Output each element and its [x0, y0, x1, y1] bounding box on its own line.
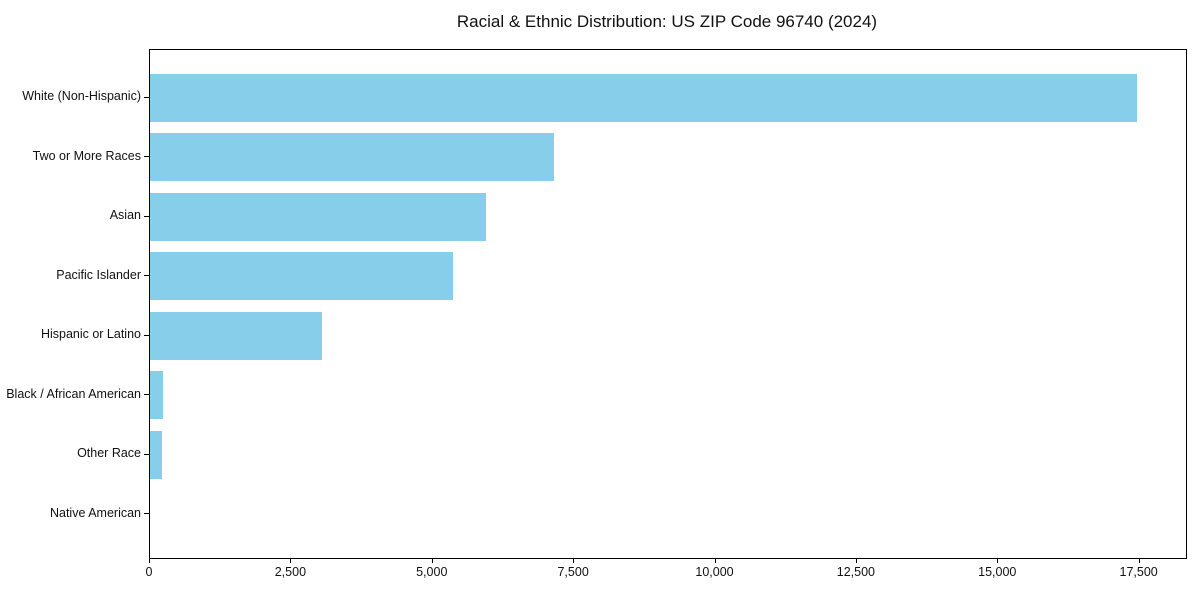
x-tick-mark: [573, 558, 575, 563]
y-tick-mark: [144, 215, 149, 217]
chart-title: Racial & Ethnic Distribution: US ZIP Cod…: [456, 12, 878, 31]
bar-white-non-hispanic: [150, 73, 1137, 122]
y-tick-mark: [144, 275, 149, 276]
x-tick-mark: [431, 558, 433, 563]
y-tick-label-asian: Asian: [109, 208, 141, 222]
x-tick-label-15000: 15,000: [978, 565, 1017, 579]
y-tick-mark: [144, 513, 149, 514]
x-tick-mark: [714, 558, 716, 563]
y-tick-label-hispanic-or-latino: Hispanic or Latino: [40, 327, 141, 341]
plot-area: [149, 49, 1187, 559]
x-tick-mark: [149, 558, 150, 563]
y-tick-mark: [144, 334, 149, 336]
x-tick-label-17500: 17,500: [1119, 565, 1158, 579]
bar-asian: [150, 192, 486, 241]
x-tick-label-0: 0: [145, 565, 153, 579]
y-tick-mark: [144, 156, 149, 157]
x-tick-label-10000: 10,000: [695, 565, 734, 579]
y-tick-label-white-non-hispanic: White (Non-Hispanic): [22, 89, 141, 103]
x-tick-label-7500: 7,500: [557, 565, 589, 579]
bar-two-or-more-races: [150, 133, 555, 181]
y-tick-label-native-american: Native American: [49, 505, 141, 520]
y-tick-label-two-or-more-races: Two or More Races: [32, 148, 141, 163]
x-tick-mark: [855, 558, 857, 563]
bar-pacific-islander: [150, 252, 453, 300]
y-tick-mark: [144, 453, 149, 455]
bar-black-african-american: [150, 371, 163, 419]
bar-other-race: [150, 430, 162, 479]
y-tick-mark: [144, 394, 149, 395]
x-tick-mark: [1138, 558, 1140, 563]
y-tick-label-other-race: Other Race: [77, 446, 141, 460]
x-tick-label-12500: 12,500: [836, 565, 875, 579]
x-tick-mark: [997, 558, 999, 563]
x-tick-mark: [290, 558, 292, 563]
y-tick-label-pacific-islander: Pacific Islander: [56, 267, 141, 282]
y-tick-label-black-african-american: Black / African American: [6, 386, 141, 401]
x-tick-label-5000: 5,000: [416, 565, 448, 579]
bar-hispanic-or-latino: [150, 311, 322, 360]
x-tick-label-2500: 2,500: [274, 565, 307, 579]
y-tick-mark: [144, 96, 149, 98]
